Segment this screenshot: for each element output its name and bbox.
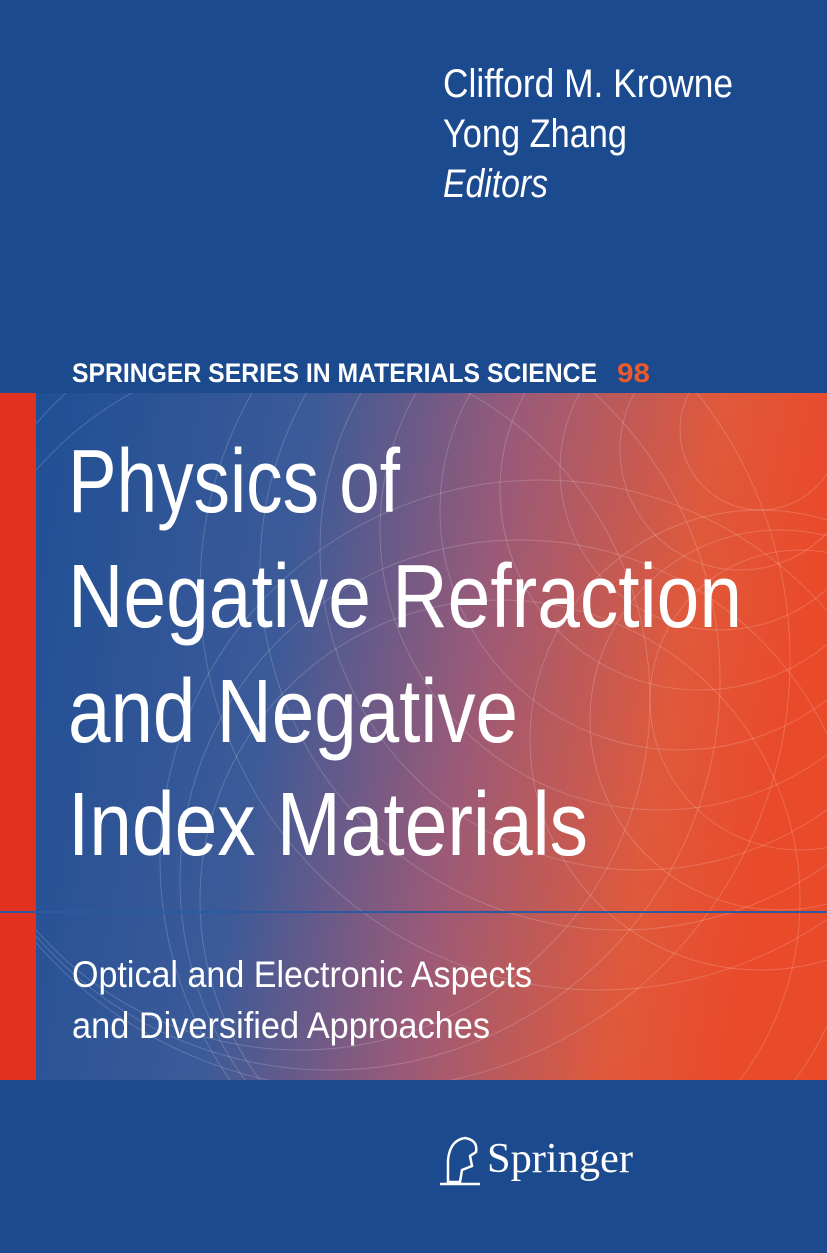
editors-role: Editors: [443, 162, 548, 206]
title-line: and Negative: [68, 662, 518, 762]
series-number: 98: [617, 358, 650, 388]
editor-name: Yong Zhang: [443, 112, 627, 156]
publisher: Springer: [487, 1136, 633, 1182]
title-line: Negative Refraction: [68, 547, 742, 647]
title-line: Physics of: [68, 432, 401, 532]
subtitle-line: Optical and Electronic Aspects: [72, 954, 532, 995]
red-strip: [0, 393, 36, 1080]
series-name: SPRINGER SERIES IN MATERIALS SCIENCE: [72, 358, 597, 388]
title-line: Index Materials: [68, 775, 588, 875]
publisher-logo: [440, 1136, 480, 1186]
editor-name: Clifford M. Krowne: [443, 62, 733, 106]
title-band: [36, 393, 827, 1080]
circle-pattern: [36, 393, 827, 1080]
subtitle-line: and Diversified Approaches: [72, 1005, 490, 1046]
